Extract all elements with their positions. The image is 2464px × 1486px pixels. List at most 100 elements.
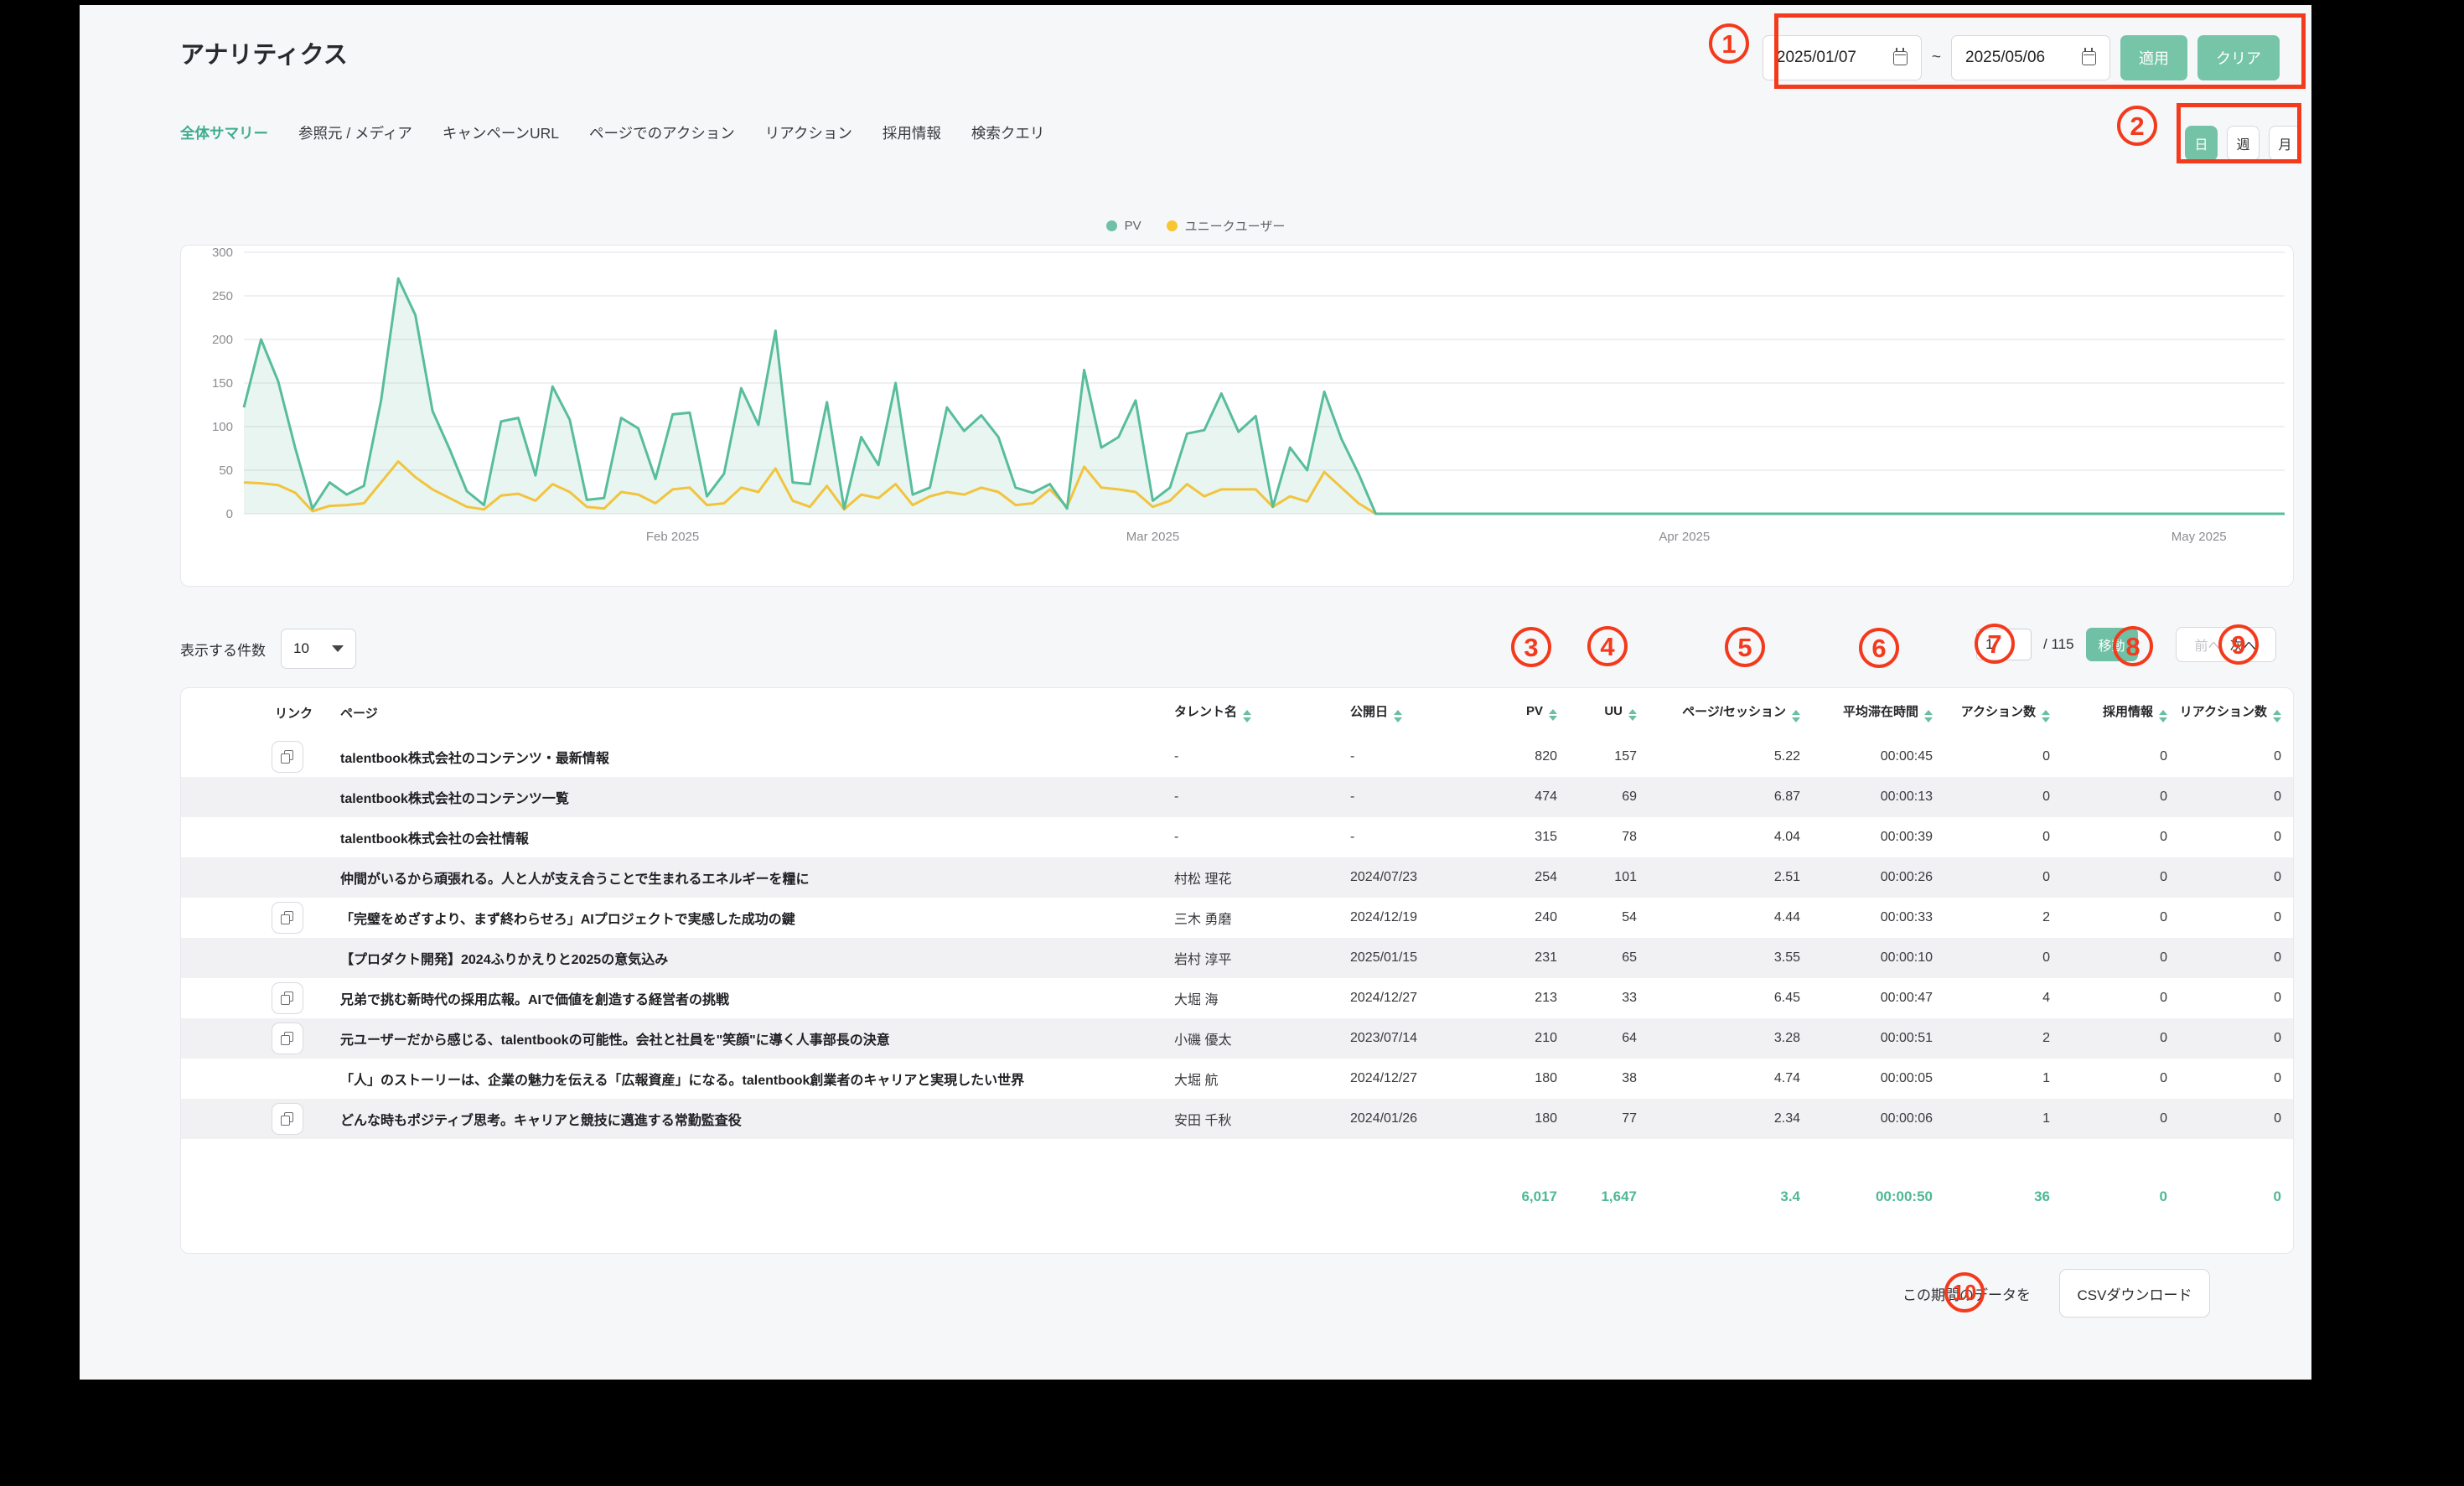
actions-cell: 2 [2042,910,2050,924]
col-header-0: リンク [181,688,340,737]
calendar-icon[interactable] [1892,47,1908,65]
sort-icon[interactable] [2273,710,2281,722]
start-date-input[interactable]: 2025/01/07 [1762,35,1922,80]
sort-icon[interactable] [1549,708,1557,722]
col-header-9[interactable]: 採用情報 [2050,688,2167,737]
pv-cell: 474 [1478,777,1557,817]
granularity-日[interactable]: 日 [2185,126,2218,161]
talent-cell: 三木 勇磨 [1174,913,1232,927]
tab-3[interactable]: ページでのアクション [589,125,735,142]
reactions-cell: 0 [2167,1018,2293,1059]
clear-button[interactable]: クリア [2197,35,2280,80]
page-title-cell[interactable]: どんな時もポジティブ思考。キャリアと競技に邁進する常勤監査役 [340,1099,1174,1139]
page-size-control: 表示する件数 10 [180,629,356,669]
talent-cell: 岩村 淳平 [1174,938,1350,978]
col-header-4[interactable]: PV [1478,688,1557,737]
talent-cell: 大堀 航 [1174,1074,1219,1088]
tab-5[interactable]: 採用情報 [882,125,941,142]
csv-download-button[interactable]: CSVダウンロード [2059,1269,2210,1318]
page-title: アナリティクス [180,42,348,69]
col-header-10[interactable]: リアクション数 [2167,688,2293,737]
reactions-cell: 0 [2167,857,2293,898]
svg-text:150: 150 [212,376,233,391]
col-header-5[interactable]: UU [1557,688,1637,737]
sort-icon[interactable] [1394,710,1403,722]
annotation-circle-2: 2 [2117,106,2157,146]
sort-icon[interactable] [1792,710,1800,722]
actions-cell: 4 [2042,991,2050,1005]
reactions-cell: 0 [2274,1071,2281,1085]
table-row: talentbook株式会社の会社情報 - - 315 78 4.04 00:00:39 0 0… [181,817,2293,857]
annotation-circle-5: 5 [1725,627,1765,667]
reactions-cell: 0 [2274,749,2281,764]
talent-cell: - [1174,749,1179,764]
page-title-cell[interactable]: 【プロダクト開発】2024ふりかえりと2025の意気込み [340,938,1174,978]
tab-6[interactable]: 検索クエリ [971,125,1045,142]
page-title-cell[interactable]: talentbook株式会社の会社情報 [340,832,529,847]
page-title-cell[interactable]: 「完璧をめざすより、まず終わらせろ」AIプロジェクトで実感した成功の鍵 [340,913,795,927]
sort-icon[interactable] [1628,708,1637,722]
tab-2[interactable]: キャンペーンURL [442,125,560,142]
svg-text:200: 200 [212,333,233,347]
recruit-cell: 0 [2160,1071,2167,1085]
page-title-cell[interactable]: talentbook株式会社のコンテンツ・最新情報 [340,752,609,766]
time-cell: 00:00:51 [1800,1018,1933,1059]
col-header-label: タレント名 [1174,705,1238,720]
sort-icon[interactable] [2042,710,2050,722]
copy-icon [281,911,294,924]
copy-link-button[interactable] [272,1103,303,1135]
analytics-app: アナリティクス 2025/01/07 ~ 2025/05/06 適用 クリア 全… [80,5,2311,1380]
col-header-7[interactable]: 平均滞在時間 [1800,688,1933,737]
sort-icon[interactable] [1243,710,1252,722]
page-size-label: 表示する件数 [180,642,266,659]
tab-4[interactable]: リアクション [764,125,852,142]
time-cell: 00:00:45 [1880,749,1933,764]
pv-cell: 210 [1478,1018,1557,1059]
date-cell: 2024/12/27 [1350,991,1418,1005]
link-cell [181,898,340,938]
granularity-週[interactable]: 週 [2227,126,2260,161]
page-title-cell[interactable]: 元ユーザーだから感じる、talentbookの可能性。会社と社員を"笑顔"に導く… [340,1018,1174,1059]
recruit-cell: 0 [2050,938,2167,978]
pv-cell: 240 [1535,910,1557,924]
pps-cell: 4.74 [1773,1071,1800,1085]
table-row: 兄弟で挑む新時代の採用広報。AIで価値を創造する経営者の挑戦 大堀 海 2024/1… [181,978,2293,1018]
svg-text:Mar 2025: Mar 2025 [1126,530,1179,544]
annotation-circle-3: 3 [1511,627,1551,667]
page-title-cell[interactable]: 仲間がいるから頑張れる。人と人が支え合うことで生まれるエネルギーを糧に [340,857,1174,898]
table-header-row: リンク ページ タレント名 公開日 PV UU ページ/セッション 平均滞在時間 アクション数 採… [181,688,2293,737]
page-title-cell[interactable]: talentbook株式会社のコンテンツ一覧 [340,777,1174,817]
pv-cell: 820 [1535,749,1557,764]
talent-cell: 安田 千秋 [1174,1099,1350,1139]
pv-cell: 180 [1535,1071,1557,1085]
sort-icon[interactable] [2159,710,2167,722]
tab-0[interactable]: 全体サマリー [180,125,268,142]
col-header-8[interactable]: アクション数 [1933,688,2050,737]
link-cell [181,737,340,777]
total-value: 0 [2159,1188,2167,1204]
annotation-circle-1: 1 [1709,23,1749,64]
page-title-cell[interactable]: 兄弟で挑む新時代の採用広報。AIで価値を創造する経営者の挑戦 [340,993,730,1007]
sort-icon[interactable] [1924,710,1933,722]
apply-button[interactable]: 適用 [2120,35,2187,80]
time-cell: 00:00:33 [1880,910,1933,924]
pv-cell: 315 [1535,830,1557,844]
prev-page-button[interactable]: 前へ [2194,639,2222,654]
page-title-cell[interactable]: 「人」のストーリーは、企業の魅力を伝える「広報資産」になる。talentbook… [340,1074,1025,1088]
copy-link-button[interactable] [272,982,303,1014]
copy-link-button[interactable] [272,741,303,773]
col-header-3[interactable]: 公開日 [1350,688,1478,737]
table-row: 「完璧をめざすより、まず終わらせろ」AIプロジェクトで実感した成功の鍵 三木 勇磨… [181,898,2293,938]
copy-link-button[interactable] [272,902,303,934]
page-size-select[interactable]: 10 [281,629,356,669]
calendar-icon[interactable] [2082,47,2096,65]
date-range-filter: 2025/01/07 ~ 2025/05/06 適用 クリア [1762,35,2280,80]
copy-link-button[interactable] [272,1023,303,1054]
col-header-6[interactable]: ページ/セッション [1637,688,1800,737]
col-header-2[interactable]: タレント名 [1174,688,1350,737]
reactions-cell: 0 [2274,991,2281,1005]
total-empty [1174,1139,1350,1214]
pps-cell: 3.28 [1637,1018,1800,1059]
tab-1[interactable]: 参照元 / メディア [298,125,412,142]
end-date-input[interactable]: 2025/05/06 [1951,35,2110,80]
